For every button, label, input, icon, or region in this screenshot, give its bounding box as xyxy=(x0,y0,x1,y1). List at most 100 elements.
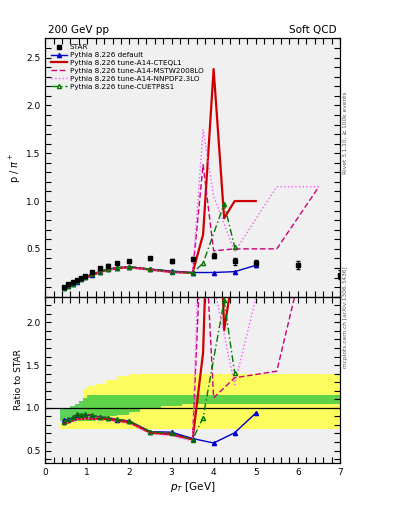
Line: Pythia 8.226 tune-A14-MSTW2008LO: Pythia 8.226 tune-A14-MSTW2008LO xyxy=(64,165,319,288)
Pythia 8.226 tune-A14-CTEQL1 xyxy=(127,264,132,270)
Line: Pythia 8.226 tune-A14-NNPDF2.3LO: Pythia 8.226 tune-A14-NNPDF2.3LO xyxy=(64,130,319,289)
Pythia 8.226 tune-A14-CTEQL1 xyxy=(70,281,75,287)
Pythia 8.226 tune-A14-CTEQL1 xyxy=(222,215,226,221)
Pythia 8.226 tune-CUETP8S1 xyxy=(74,278,79,284)
Pythia 8.226 tune-CUETP8S1 xyxy=(70,281,75,287)
Pythia 8.226 tune-A14-MSTW2008LO xyxy=(274,246,279,252)
Pythia 8.226 tune-A14-MSTW2008LO xyxy=(201,162,206,168)
Pythia 8.226 tune-A14-NNPDF2.3LO xyxy=(106,267,111,273)
Pythia 8.226 tune-A14-NNPDF2.3LO xyxy=(66,283,71,289)
Pythia 8.226 tune-CUETP8S1 xyxy=(106,266,111,272)
Pythia 8.226 tune-A14-MSTW2008LO xyxy=(127,264,132,270)
Pythia 8.226 tune-CUETP8S1 xyxy=(232,244,237,250)
Pythia 8.226 tune-CUETP8S1 xyxy=(89,271,94,278)
Pythia 8.226 default xyxy=(148,266,153,272)
Pythia 8.226 tune-A14-CTEQL1 xyxy=(83,275,88,281)
Pythia 8.226 tune-A14-MSTW2008LO xyxy=(232,246,237,252)
Pythia 8.226 default xyxy=(74,279,79,285)
Pythia 8.226 tune-A14-CTEQL1 xyxy=(62,286,66,292)
Pythia 8.226 tune-A14-MSTW2008LO xyxy=(211,248,216,254)
Pythia 8.226 tune-A14-MSTW2008LO xyxy=(97,268,102,274)
Pythia 8.226 tune-A14-NNPDF2.3LO xyxy=(83,275,88,281)
Line: Pythia 8.226 tune-A14-CTEQL1: Pythia 8.226 tune-A14-CTEQL1 xyxy=(64,69,256,289)
Pythia 8.226 default xyxy=(232,269,237,275)
Pythia 8.226 tune-A14-CTEQL1 xyxy=(114,265,119,271)
Pythia 8.226 tune-A14-MSTW2008LO xyxy=(89,271,94,278)
Pythia 8.226 tune-A14-CTEQL1 xyxy=(97,269,102,275)
Pythia 8.226 tune-CUETP8S1 xyxy=(190,270,195,276)
Y-axis label: p / $\pi^+$: p / $\pi^+$ xyxy=(8,153,23,183)
Pythia 8.226 tune-A14-MSTW2008LO xyxy=(190,270,195,276)
Pythia 8.226 tune-A14-CTEQL1 xyxy=(201,231,206,238)
Pythia 8.226 tune-A14-CTEQL1 xyxy=(66,283,71,289)
Pythia 8.226 default xyxy=(66,283,71,289)
Pythia 8.226 tune-A14-MSTW2008LO xyxy=(74,278,79,284)
Pythia 8.226 default xyxy=(62,285,66,291)
Pythia 8.226 tune-A14-NNPDF2.3LO xyxy=(211,193,216,199)
X-axis label: $p_T$ [GeV]: $p_T$ [GeV] xyxy=(170,480,215,494)
Pythia 8.226 tune-A14-NNPDF2.3LO xyxy=(114,266,119,272)
Pythia 8.226 tune-A14-CTEQL1 xyxy=(253,198,258,204)
Pythia 8.226 tune-A14-MSTW2008LO xyxy=(169,268,174,274)
Pythia 8.226 tune-A14-NNPDF2.3LO xyxy=(232,249,237,255)
Pythia 8.226 tune-A14-MSTW2008LO xyxy=(148,266,153,272)
Pythia 8.226 default xyxy=(114,265,119,271)
Pythia 8.226 default xyxy=(127,264,132,270)
Pythia 8.226 tune-A14-MSTW2008LO xyxy=(316,184,321,190)
Legend: STAR, Pythia 8.226 default, Pythia 8.226 tune-A14-CTEQL1, Pythia 8.226 tune-A14-: STAR, Pythia 8.226 default, Pythia 8.226… xyxy=(49,42,206,92)
Pythia 8.226 tune-A14-CTEQL1 xyxy=(169,269,174,275)
Pythia 8.226 tune-A14-CTEQL1 xyxy=(211,66,216,72)
Pythia 8.226 tune-A14-MSTW2008LO xyxy=(79,276,83,282)
Pythia 8.226 tune-A14-NNPDF2.3LO xyxy=(89,272,94,279)
Pythia 8.226 tune-A14-NNPDF2.3LO xyxy=(190,270,195,276)
Pythia 8.226 default xyxy=(106,266,111,272)
Pythia 8.226 tune-CUETP8S1 xyxy=(148,266,153,272)
Pythia 8.226 default xyxy=(79,276,83,283)
Pythia 8.226 tune-A14-CTEQL1 xyxy=(79,277,83,283)
Pythia 8.226 default xyxy=(169,268,174,274)
Pythia 8.226 tune-CUETP8S1 xyxy=(66,283,71,289)
Pythia 8.226 tune-CUETP8S1 xyxy=(201,260,206,266)
Pythia 8.226 tune-A14-NNPDF2.3LO xyxy=(74,279,79,285)
Y-axis label: Ratio to STAR: Ratio to STAR xyxy=(14,350,23,411)
Pythia 8.226 default xyxy=(190,269,195,275)
Line: Pythia 8.226 tune-CUETP8S1: Pythia 8.226 tune-CUETP8S1 xyxy=(62,202,237,290)
Pythia 8.226 tune-A14-CTEQL1 xyxy=(74,279,79,285)
Pythia 8.226 default xyxy=(89,271,94,278)
Pythia 8.226 tune-CUETP8S1 xyxy=(127,264,132,270)
Pythia 8.226 tune-A14-CTEQL1 xyxy=(190,270,195,276)
Pythia 8.226 tune-CUETP8S1 xyxy=(83,274,88,281)
Pythia 8.226 default xyxy=(211,269,216,275)
Pythia 8.226 tune-CUETP8S1 xyxy=(114,265,119,271)
Pythia 8.226 tune-A14-NNPDF2.3LO xyxy=(127,265,132,271)
Pythia 8.226 tune-A14-MSTW2008LO xyxy=(114,265,119,271)
Pythia 8.226 default xyxy=(97,268,102,274)
Pythia 8.226 tune-A14-CTEQL1 xyxy=(89,272,94,279)
Pythia 8.226 tune-A14-NNPDF2.3LO xyxy=(316,184,321,190)
Pythia 8.226 tune-A14-NNPDF2.3LO xyxy=(148,267,153,273)
Text: Rivet 3.1.10, ≥ 100k events: Rivet 3.1.10, ≥ 100k events xyxy=(343,92,348,175)
Pythia 8.226 tune-A14-MSTW2008LO xyxy=(62,285,66,291)
Pythia 8.226 tune-A14-NNPDF2.3LO xyxy=(201,126,206,133)
Pythia 8.226 tune-A14-CTEQL1 xyxy=(148,267,153,273)
Pythia 8.226 tune-A14-MSTW2008LO xyxy=(66,283,71,289)
Text: 200 GeV pp: 200 GeV pp xyxy=(48,25,109,34)
Pythia 8.226 default xyxy=(70,281,75,287)
Pythia 8.226 tune-CUETP8S1 xyxy=(222,201,226,207)
Pythia 8.226 default xyxy=(253,262,258,268)
Pythia 8.226 tune-CUETP8S1 xyxy=(169,268,174,274)
Pythia 8.226 tune-A14-NNPDF2.3LO xyxy=(274,184,279,190)
Pythia 8.226 tune-CUETP8S1 xyxy=(97,268,102,274)
Pythia 8.226 default xyxy=(83,274,88,281)
Pythia 8.226 tune-A14-CTEQL1 xyxy=(232,198,237,204)
Pythia 8.226 tune-A14-NNPDF2.3LO xyxy=(79,277,83,283)
Pythia 8.226 tune-A14-NNPDF2.3LO xyxy=(97,269,102,275)
Pythia 8.226 tune-A14-MSTW2008LO xyxy=(70,281,75,287)
Pythia 8.226 tune-CUETP8S1 xyxy=(79,276,83,282)
Pythia 8.226 tune-A14-NNPDF2.3LO xyxy=(169,269,174,275)
Pythia 8.226 tune-A14-MSTW2008LO xyxy=(106,266,111,272)
Line: Pythia 8.226 default: Pythia 8.226 default xyxy=(62,263,258,290)
Pythia 8.226 tune-A14-NNPDF2.3LO xyxy=(62,286,66,292)
Pythia 8.226 tune-A14-NNPDF2.3LO xyxy=(70,281,75,287)
Pythia 8.226 tune-A14-MSTW2008LO xyxy=(83,274,88,281)
